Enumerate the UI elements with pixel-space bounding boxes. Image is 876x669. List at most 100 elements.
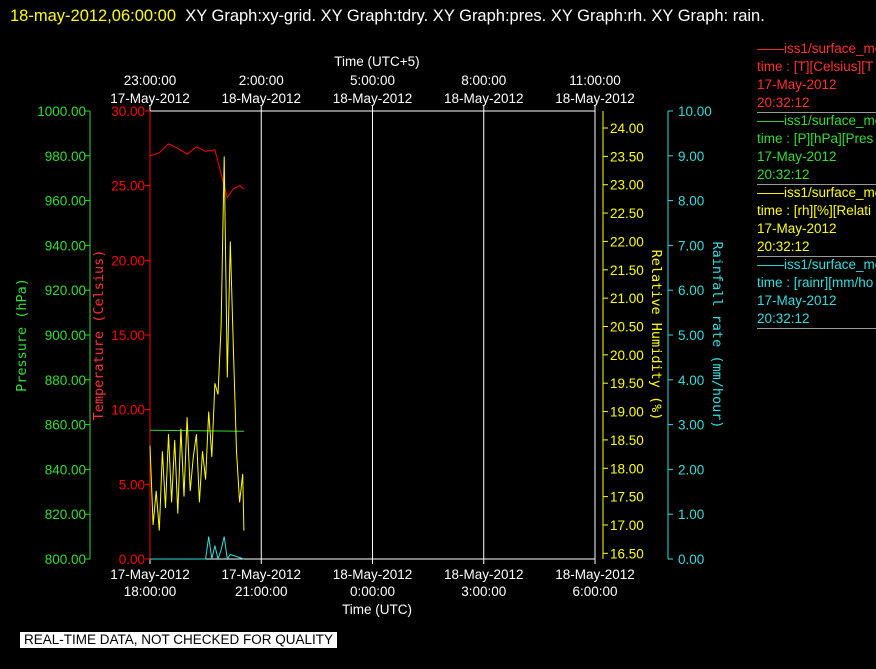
temperature-tick-label: 0.00 xyxy=(119,552,145,567)
legend-entry-name: ——iss1/surface_me xyxy=(757,185,876,200)
legend-entry-units: time : [T][Celsius][T xyxy=(757,59,874,74)
humidity-tick-label: 18.50 xyxy=(610,433,644,448)
quality-warning: REAL-TIME DATA, NOT CHECKED FOR QUALITY xyxy=(20,632,338,648)
x-tick-date: 18-May-2012 xyxy=(444,567,524,582)
humidity-tick-label: 20.50 xyxy=(610,319,644,334)
legend-entry-time: 20:32:12 xyxy=(757,311,810,326)
legend-entry-name: ——iss1/surface_me xyxy=(757,257,876,272)
humidity-tick-label: 23.00 xyxy=(610,178,644,193)
rain-tick-label: 8.00 xyxy=(678,194,704,209)
pressure-tick-label: 1000.00 xyxy=(37,104,86,119)
humidity-tick-label: 16.50 xyxy=(610,546,644,561)
pressure-series-line xyxy=(149,429,244,432)
x-top-tick-date: 18-May-2012 xyxy=(444,91,524,106)
temperature-tick-label: 20.00 xyxy=(111,253,145,268)
rain-tick-label: 3.00 xyxy=(678,418,704,433)
x-top-tick-time: 2:00:00 xyxy=(239,73,284,88)
legend-entry-name: ——iss1/surface_me xyxy=(757,41,876,56)
pressure-tick-label: 980.00 xyxy=(45,149,86,164)
humidity-tick-label: 24.00 xyxy=(610,121,644,136)
temperature-tick-label: 10.00 xyxy=(111,403,145,418)
rain-axis-label: Rainfall rate (mm/hour) xyxy=(709,242,725,429)
rain-tick-label: 1.00 xyxy=(678,507,704,522)
temperature-tick-label: 15.00 xyxy=(111,328,145,343)
x-top-tick-date: 18-May-2012 xyxy=(221,91,301,106)
legend-entry-time: 20:32:12 xyxy=(757,95,810,110)
rain-tick-label: 9.00 xyxy=(678,149,704,164)
x-tick-date: 17-May-2012 xyxy=(110,567,190,582)
x-top-tick-time: 23:00:00 xyxy=(124,73,177,88)
rain-tick-label: 0.00 xyxy=(678,552,704,567)
temperature-series-line xyxy=(149,143,245,199)
x-top-tick-time: 11:00:00 xyxy=(569,73,621,88)
legend-entry-date: 17-May-2012 xyxy=(757,77,837,92)
graph-title: 18-may-2012,06:00:00 XY Graph:xy-grid. X… xyxy=(10,2,870,30)
humidity-tick-label: 21.00 xyxy=(610,291,644,306)
x-top-tick-time: 8:00:00 xyxy=(461,73,506,88)
x-top-tick-date: 17-May-2012 xyxy=(110,91,190,106)
temperature-tick-label: 30.00 xyxy=(111,104,145,119)
legend-entry-time: 20:32:12 xyxy=(757,167,810,182)
temperature-tick-label: 25.00 xyxy=(111,179,145,194)
legend-entry-units: time : [rainr][mm/ho xyxy=(757,275,874,290)
x-tick-date: 17-May-2012 xyxy=(221,567,301,582)
rain-tick-label: 7.00 xyxy=(678,238,704,253)
humidity-tick-label: 23.50 xyxy=(610,149,644,164)
x-tick-time: 0:00:00 xyxy=(350,584,395,599)
legend-entry-units: time : [rh][%][Relati xyxy=(757,203,872,218)
humidity-tick-label: 22.00 xyxy=(610,234,644,249)
humidity-tick-label: 17.50 xyxy=(610,490,644,505)
x-tick-date: 18-May-2012 xyxy=(555,567,635,582)
pressure-axis-label: Pressure (hPa) xyxy=(14,278,30,392)
legend-entry-date: 17-May-2012 xyxy=(757,149,837,164)
rain-tick-label: 6.00 xyxy=(678,283,704,298)
humidity-tick-label: 19.00 xyxy=(610,405,644,420)
humidity-axis-label: Relative Humidity (%) xyxy=(648,250,664,421)
pressure-tick-label: 920.00 xyxy=(45,283,86,298)
pressure-tick-label: 900.00 xyxy=(45,328,86,343)
rain-series-line xyxy=(150,536,245,561)
humidity-tick-label: 20.00 xyxy=(610,348,644,363)
legend-entry-name: ——iss1/surface_me xyxy=(757,113,876,128)
pressure-tick-label: 820.00 xyxy=(45,507,86,522)
x-tick-time: 18:00:00 xyxy=(124,584,177,599)
temperature-tick-label: 5.00 xyxy=(119,477,145,492)
legend-entry-time: 20:32:12 xyxy=(757,239,810,254)
humidity-series-line xyxy=(149,156,245,531)
x-top-tick-date: 18-May-2012 xyxy=(555,91,635,106)
humidity-tick-label: 21.50 xyxy=(610,263,644,278)
pressure-tick-label: 940.00 xyxy=(45,238,86,253)
x-tick-time: 3:00:00 xyxy=(461,584,506,599)
x-top-tick-time: 5:00:00 xyxy=(350,73,395,88)
humidity-tick-label: 22.50 xyxy=(610,206,644,221)
rain-tick-label: 5.00 xyxy=(678,328,704,343)
bottom-x-axis-label: Time (UTC) xyxy=(342,602,412,617)
legend-entry-units: time : [P][hPa][Pres xyxy=(757,131,874,146)
top-x-axis-label: Time (UTC+5) xyxy=(334,54,419,69)
pressure-tick-label: 880.00 xyxy=(45,373,86,388)
pressure-tick-label: 840.00 xyxy=(45,462,86,477)
legend-entry-date: 17-May-2012 xyxy=(757,221,837,236)
humidity-tick-label: 19.50 xyxy=(610,376,644,391)
x-tick-time: 21:00:00 xyxy=(235,584,288,599)
title-graph-list: XY Graph:xy-grid. XY Graph:tdry. XY Grap… xyxy=(185,7,765,25)
pressure-tick-label: 860.00 xyxy=(45,418,86,433)
rain-tick-label: 2.00 xyxy=(678,462,704,477)
legend-entry-date: 17-May-2012 xyxy=(757,293,837,308)
temperature-axis-label: Temperature (Celsius) xyxy=(91,250,107,421)
title-timestamp: 18-may-2012,06:00:00 xyxy=(10,7,177,25)
humidity-tick-label: 18.00 xyxy=(610,461,644,476)
rain-tick-label: 4.00 xyxy=(678,373,704,388)
pressure-tick-label: 800.00 xyxy=(45,552,86,567)
pressure-tick-label: 960.00 xyxy=(45,194,86,209)
x-tick-date: 18-May-2012 xyxy=(333,567,413,582)
rain-tick-label: 10.00 xyxy=(678,104,712,119)
humidity-tick-label: 17.00 xyxy=(610,518,644,533)
x-top-tick-date: 18-May-2012 xyxy=(333,91,413,106)
x-tick-time: 6:00:00 xyxy=(572,584,617,599)
